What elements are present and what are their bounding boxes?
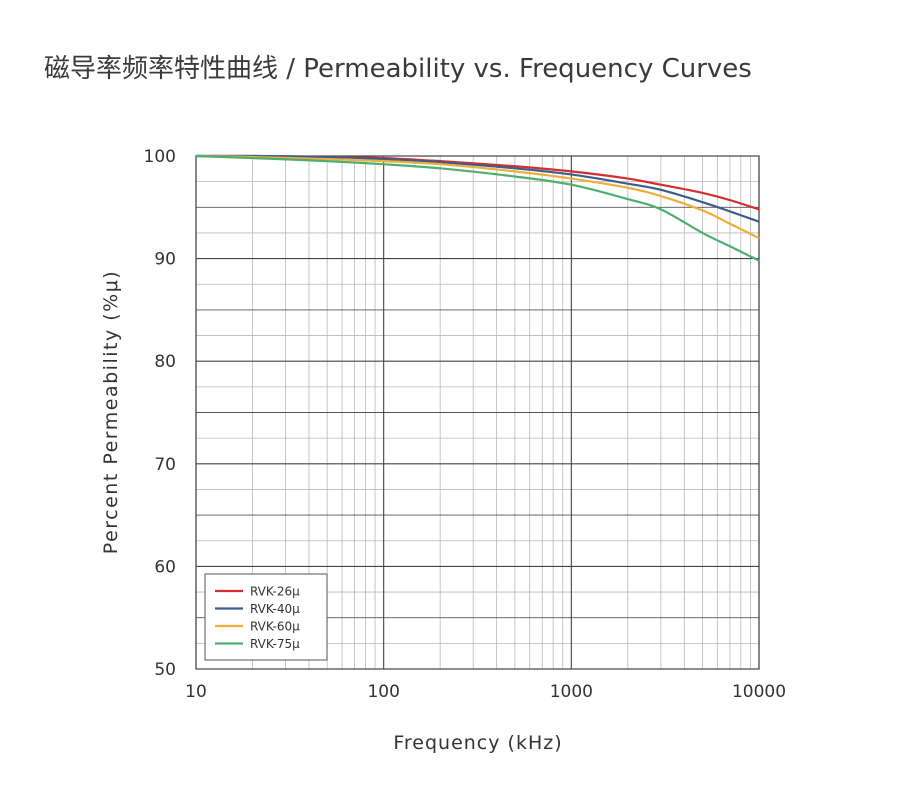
y-tick-label: 80	[154, 352, 176, 372]
legend-label: RVK-60μ	[250, 620, 300, 634]
legend-label: RVK-40μ	[250, 602, 300, 616]
plot-frame	[195, 155, 760, 670]
x-tick-labels: 10 100 1000 10000	[185, 682, 786, 702]
y-tick-labels: 50 60 70 80 90 100	[144, 147, 176, 680]
legend: RVK-26μ RVK-40μ RVK-60μ RVK-75μ	[204, 573, 328, 661]
y-tick-label: 50	[154, 660, 176, 680]
y-tick-label: 100	[144, 147, 176, 167]
y-tick-label: 60	[154, 557, 176, 577]
series-layer	[195, 154, 760, 262]
grid-minor	[196, 156, 759, 669]
y-axis-label: Percent Permeability (%μ)	[100, 270, 122, 554]
legend-label: RVK-26μ	[250, 585, 300, 599]
x-tick-label: 10000	[732, 682, 786, 702]
series-line	[195, 154, 760, 240]
x-tick-label: 100	[367, 682, 399, 702]
x-tick-label: 1000	[550, 682, 593, 702]
legend-box	[204, 573, 328, 661]
x-axis-label: Frequency (kHz)	[393, 732, 562, 754]
y-tick-label: 70	[154, 455, 176, 475]
series-line	[195, 154, 760, 262]
legend-label: RVK-75μ	[250, 637, 300, 651]
y-tick-label: 90	[154, 250, 176, 270]
series-line	[195, 154, 760, 223]
chart-title: 磁导率频率特性曲线 / Permeability vs. Frequency C…	[44, 54, 752, 84]
x-tick-label: 10	[185, 682, 207, 702]
